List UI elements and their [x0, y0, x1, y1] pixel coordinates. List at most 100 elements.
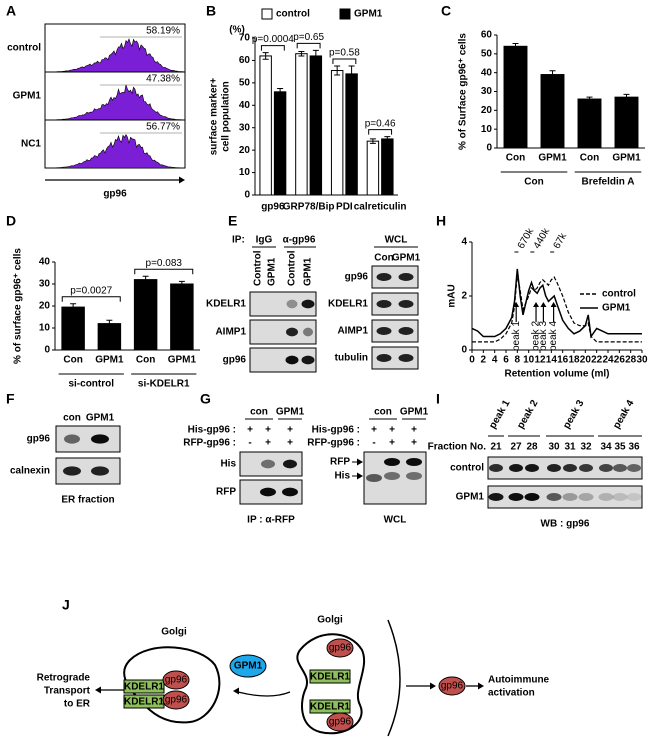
sign: +	[371, 425, 377, 436]
caption: ER fraction	[61, 495, 114, 506]
sign: +	[389, 438, 395, 449]
gate-percent: 58.19%	[146, 26, 180, 37]
bar	[577, 98, 602, 149]
gpm1-label: GPM1	[234, 661, 263, 672]
y-tick-label: 30	[39, 279, 51, 290]
arrow-head	[513, 302, 520, 307]
p-value: p=0.083	[146, 258, 183, 269]
kdelr1-label: KDELR1	[124, 682, 164, 693]
ip-group: α-gp96	[283, 235, 316, 246]
sign: +	[389, 425, 395, 436]
arrow	[237, 691, 291, 697]
arrow-head	[95, 686, 101, 694]
x-tick-label: Con	[506, 153, 525, 164]
x-tick-label: 20	[580, 355, 592, 366]
ip-label: IP:	[232, 235, 245, 246]
panel-letter: D	[6, 213, 16, 229]
histogram	[45, 38, 186, 73]
p-value: p=0.0027	[70, 285, 112, 296]
band	[301, 299, 315, 309]
blot	[487, 485, 643, 509]
peak-label: peak 3	[538, 321, 549, 351]
gp96	[162, 690, 190, 710]
bar	[259, 55, 272, 196]
x-tick-label: GRP78/Bip	[283, 202, 335, 213]
error-bar	[70, 303, 77, 311]
group-label: con	[250, 407, 268, 418]
condition-label: RFP-gp96 :	[307, 438, 360, 449]
row-label: tubulin	[335, 353, 368, 364]
bar	[61, 306, 85, 351]
x-tick-label: Con	[63, 355, 82, 366]
band	[562, 493, 578, 501]
bar	[295, 53, 308, 196]
gp96-label: gp96	[329, 643, 352, 654]
kdelr1-label: KDELR1	[124, 697, 164, 708]
panel-letter: C	[441, 3, 451, 19]
arrow-head	[550, 302, 557, 307]
lane-label: GPM1	[267, 257, 278, 286]
band	[282, 487, 298, 497]
row-label: gp96	[345, 272, 369, 283]
row-label: control	[450, 463, 484, 474]
group-label: con	[374, 407, 392, 418]
gp96-label: gp96	[441, 681, 464, 692]
band	[579, 464, 593, 472]
row-label: KDELR1	[206, 299, 246, 310]
bracket	[332, 58, 357, 65]
autoimmune-label: activation	[488, 688, 535, 699]
arrow-head	[478, 682, 484, 690]
y-tick-label: 30	[481, 86, 493, 97]
band	[286, 327, 298, 337]
gp96-label: gp96	[329, 717, 352, 728]
row-label: His	[220, 459, 236, 470]
panel-letter: B	[206, 3, 216, 19]
band	[524, 493, 540, 501]
x-tick-label: 16	[557, 355, 569, 366]
peak-label: peak 1	[487, 398, 512, 431]
fraction: 28	[526, 442, 538, 453]
lane-label: GPM1	[86, 413, 115, 424]
group-label: GPM1	[400, 407, 429, 418]
fraction: 21	[490, 442, 502, 453]
peak-label: peak 4	[548, 321, 559, 351]
retrograde-label: Retrograde	[37, 673, 91, 684]
band	[384, 472, 400, 480]
bar	[133, 279, 158, 351]
row-label: GPM1	[13, 91, 42, 102]
fraction: 30	[548, 442, 560, 453]
error-bar	[384, 136, 391, 142]
error-bar	[586, 96, 593, 102]
lane-label: Control	[253, 250, 264, 286]
group-label: Brefeldin A	[582, 177, 635, 188]
marker-label: 67k	[552, 230, 570, 250]
blot	[249, 291, 317, 317]
bracket	[296, 42, 321, 49]
kdelr1	[123, 679, 165, 694]
bracket	[260, 45, 285, 51]
sign: +	[265, 425, 271, 436]
membrane	[387, 619, 401, 737]
band	[563, 464, 577, 472]
gp96	[326, 712, 354, 732]
x-tick-label: 30	[636, 355, 648, 366]
x-tick-label: GPM1	[538, 153, 567, 164]
sign: +	[411, 438, 417, 449]
band	[63, 466, 81, 476]
band	[285, 355, 299, 365]
row-label: His	[334, 471, 350, 482]
band	[525, 464, 539, 472]
band	[599, 464, 613, 472]
panel-letter: F	[6, 391, 15, 407]
group-label: si-control	[68, 379, 114, 390]
lane-label: Con	[374, 253, 393, 264]
row-label: AIMP1	[337, 326, 368, 337]
y-tick-label: 10	[239, 167, 251, 178]
blot	[371, 292, 419, 316]
y-unit: (%)	[229, 25, 245, 36]
band	[509, 464, 523, 472]
band	[64, 434, 80, 444]
panel-letter: E	[228, 213, 237, 229]
band	[376, 273, 392, 281]
blot	[249, 319, 317, 345]
